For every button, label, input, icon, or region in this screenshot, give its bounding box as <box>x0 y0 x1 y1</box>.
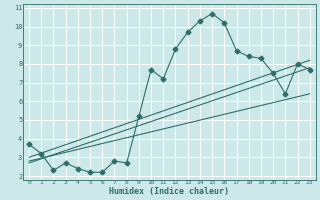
X-axis label: Humidex (Indice chaleur): Humidex (Indice chaleur) <box>109 187 229 196</box>
